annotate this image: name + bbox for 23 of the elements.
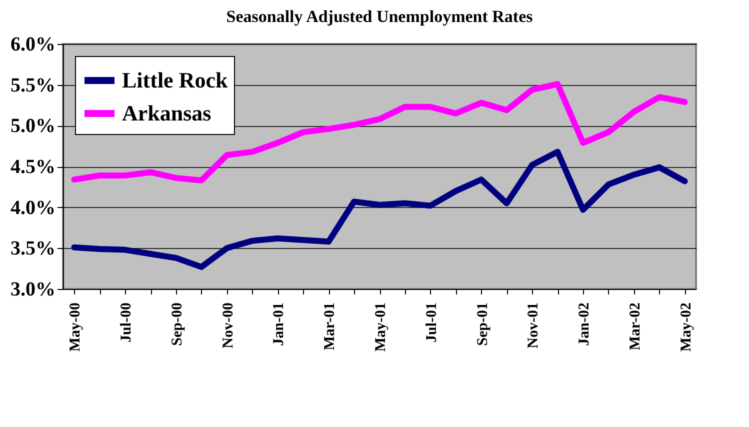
legend-label: Arkansas — [122, 100, 212, 126]
x-tick-label: May-00 — [68, 302, 84, 352]
x-tick-label: Mar-02 — [627, 302, 644, 350]
y-tick-label: 4.0% — [10, 196, 56, 219]
x-tick-label: Jan-01 — [271, 302, 288, 346]
chart-title: Seasonally Adjusted Unemployment Rates — [226, 7, 534, 26]
y-tick-label: 5.5% — [10, 74, 56, 96]
x-tick-label: Sep-00 — [169, 302, 186, 346]
y-tick-label: 6.0% — [10, 34, 56, 56]
x-tick-label: Jan-02 — [576, 302, 593, 346]
x-tick-label: May-01 — [373, 302, 389, 352]
x-tick-label: May-02 — [678, 302, 694, 352]
legend-label: Little Rock — [122, 68, 228, 92]
x-tick-label: Mar-01 — [322, 302, 338, 350]
x-tick-label: Nov-00 — [220, 302, 236, 348]
x-tick-label: Jul-01 — [424, 302, 440, 343]
x-tick-label: Nov-01 — [526, 302, 542, 348]
y-tick-label: 3.0% — [10, 278, 56, 300]
y-tick-label: 4.5% — [10, 156, 56, 178]
y-tick-label: 3.5% — [10, 238, 56, 260]
y-tick-label: 5.0% — [10, 115, 56, 138]
x-tick-label: Sep-01 — [474, 302, 491, 346]
x-tick-label: Jul-00 — [118, 302, 135, 343]
